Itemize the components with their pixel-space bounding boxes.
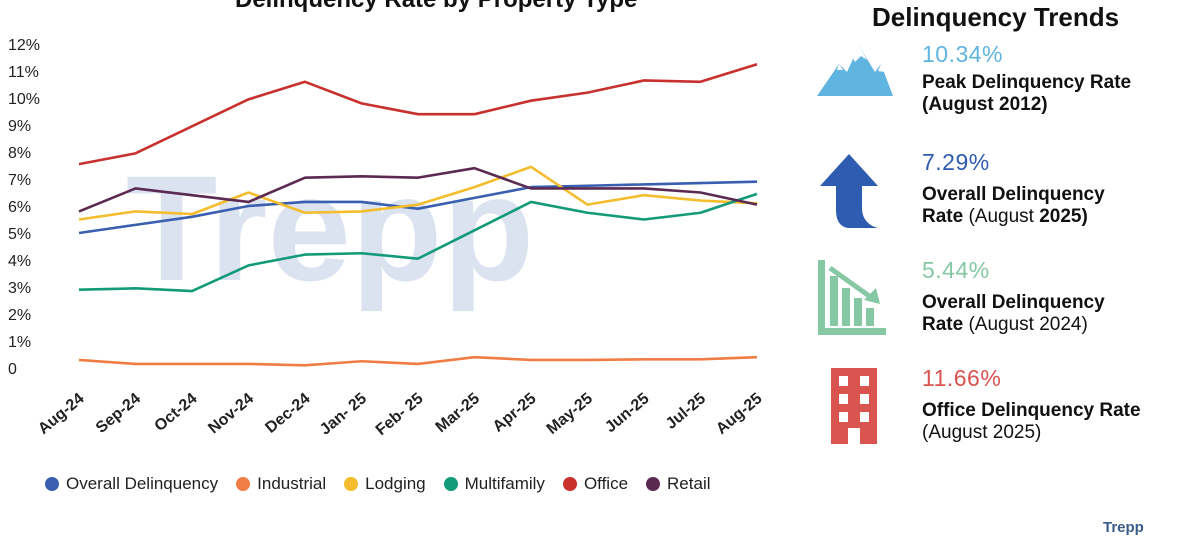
- stat-overall-2025-value: 7.29%: [922, 149, 990, 175]
- y-tick-label: 5%: [8, 226, 31, 243]
- legend-item-industrial: Industrial: [236, 474, 326, 494]
- y-tick-label: 9%: [8, 118, 31, 135]
- series-line-multifamily: [78, 192, 758, 293]
- series-line-office: [78, 63, 758, 166]
- x-tick-label: Aug-24: [35, 390, 88, 438]
- stat-overall-2025: 7.29% Overall Delinquency Rate (August 2…: [922, 148, 1178, 228]
- x-tick-label: Sep-24: [93, 390, 144, 437]
- series-line-lodging: [78, 165, 758, 221]
- y-tick-label: 1%: [8, 334, 31, 351]
- legend-marker: [562, 477, 577, 491]
- legend-item-multifamily: Multifamily: [443, 474, 545, 494]
- stat-overall-2024-label: Overall Delinquency Rate (August 2024): [922, 292, 1105, 335]
- stat-overall-2025-label: Overall Delinquency Rate (August 2025): [922, 184, 1105, 227]
- chart-title: Delinquency Rate by Property Type: [235, 0, 637, 14]
- y-tick-label: 3%: [8, 280, 31, 297]
- x-tick-label: Aug-25: [713, 390, 766, 438]
- brand-logo: Trepp: [1103, 519, 1144, 536]
- stat-peak: 10.34% Peak Delinquency Rate (August 201…: [922, 40, 1178, 116]
- stat-office-value: 11.66%: [922, 365, 1002, 391]
- stat-overall-2024-value: 5.44%: [922, 257, 990, 283]
- x-tick-label: Nov-24: [205, 390, 257, 437]
- legend-label: Overall Delinquency: [66, 474, 219, 493]
- legend-label: Industrial: [257, 474, 327, 493]
- stat-peak-label: Peak Delinquency Rate (August 2012): [922, 72, 1132, 115]
- x-tick-label: May-25: [544, 390, 597, 438]
- x-tick-label: Jan- 25: [317, 390, 370, 439]
- legend-item-office: Office: [562, 474, 629, 494]
- legend-marker: [45, 477, 59, 491]
- declining-chart-icon: [818, 260, 886, 335]
- y-tick-label: 7%: [8, 172, 31, 189]
- x-tick-label: Oct-24: [151, 390, 200, 435]
- stat-office: 11.66% Office Delinquency Rate (August 2…: [922, 364, 1178, 444]
- y-tick-label: 8%: [8, 145, 31, 162]
- legend-item-lodging: Lodging: [344, 474, 426, 494]
- series-line-overall: [78, 180, 758, 235]
- legend-item-retail: Retail: [646, 474, 711, 494]
- series-line-industrial: [78, 355, 758, 367]
- x-tick-label: Apr-25: [490, 390, 540, 436]
- office-building-icon: [831, 368, 877, 444]
- line-chart: Trepp 0 1% 2% 3% 4% 5% 6% 7% 8% 9% 10% 11% 12% Aug-2…: [8, 37, 766, 439]
- y-tick-label: 10%: [8, 91, 40, 108]
- legend-label: Multifamily: [464, 474, 545, 493]
- watermark-text: Trepp: [126, 144, 534, 312]
- sidebar-title: Delinquency Trends: [872, 2, 1120, 32]
- stat-office-label: Office Delinquency Rate (August 2025): [922, 400, 1141, 443]
- legend-item-overall: Overall Delinquency: [45, 474, 218, 494]
- series-line-retail: [78, 166, 758, 213]
- up-arrow-icon: [820, 154, 878, 228]
- chart-legend: Overall Delinquency Industrial Lodging Mult…: [45, 474, 711, 494]
- legend-marker: [344, 477, 359, 491]
- legend-marker: [443, 477, 458, 491]
- legend-marker: [646, 477, 661, 491]
- y-tick-label: 6%: [8, 199, 31, 216]
- legend-label: Office: [583, 474, 629, 493]
- x-tick-label: Dec-24: [262, 390, 313, 437]
- x-tick-label: Jul-25: [663, 390, 709, 433]
- y-tick-label: 0: [8, 361, 17, 378]
- x-tick-label: Mar-25: [433, 390, 484, 436]
- legend-label: Lodging: [365, 474, 426, 493]
- mountain-icon: [817, 46, 893, 96]
- stat-peak-value: 10.34%: [922, 41, 1004, 67]
- y-tick-label: 2%: [8, 307, 31, 324]
- stat-overall-2024: 5.44% Overall Delinquency Rate (August 2…: [922, 256, 1178, 336]
- legend-label: Retail: [667, 474, 711, 493]
- legend-marker: [236, 477, 251, 491]
- x-tick-label: Feb- 25: [373, 390, 427, 439]
- x-tick-label: Jun-25: [602, 390, 653, 436]
- y-tick-label: 11%: [8, 64, 39, 81]
- y-tick-label: 4%: [8, 253, 31, 270]
- y-tick-label: 12%: [8, 37, 40, 54]
